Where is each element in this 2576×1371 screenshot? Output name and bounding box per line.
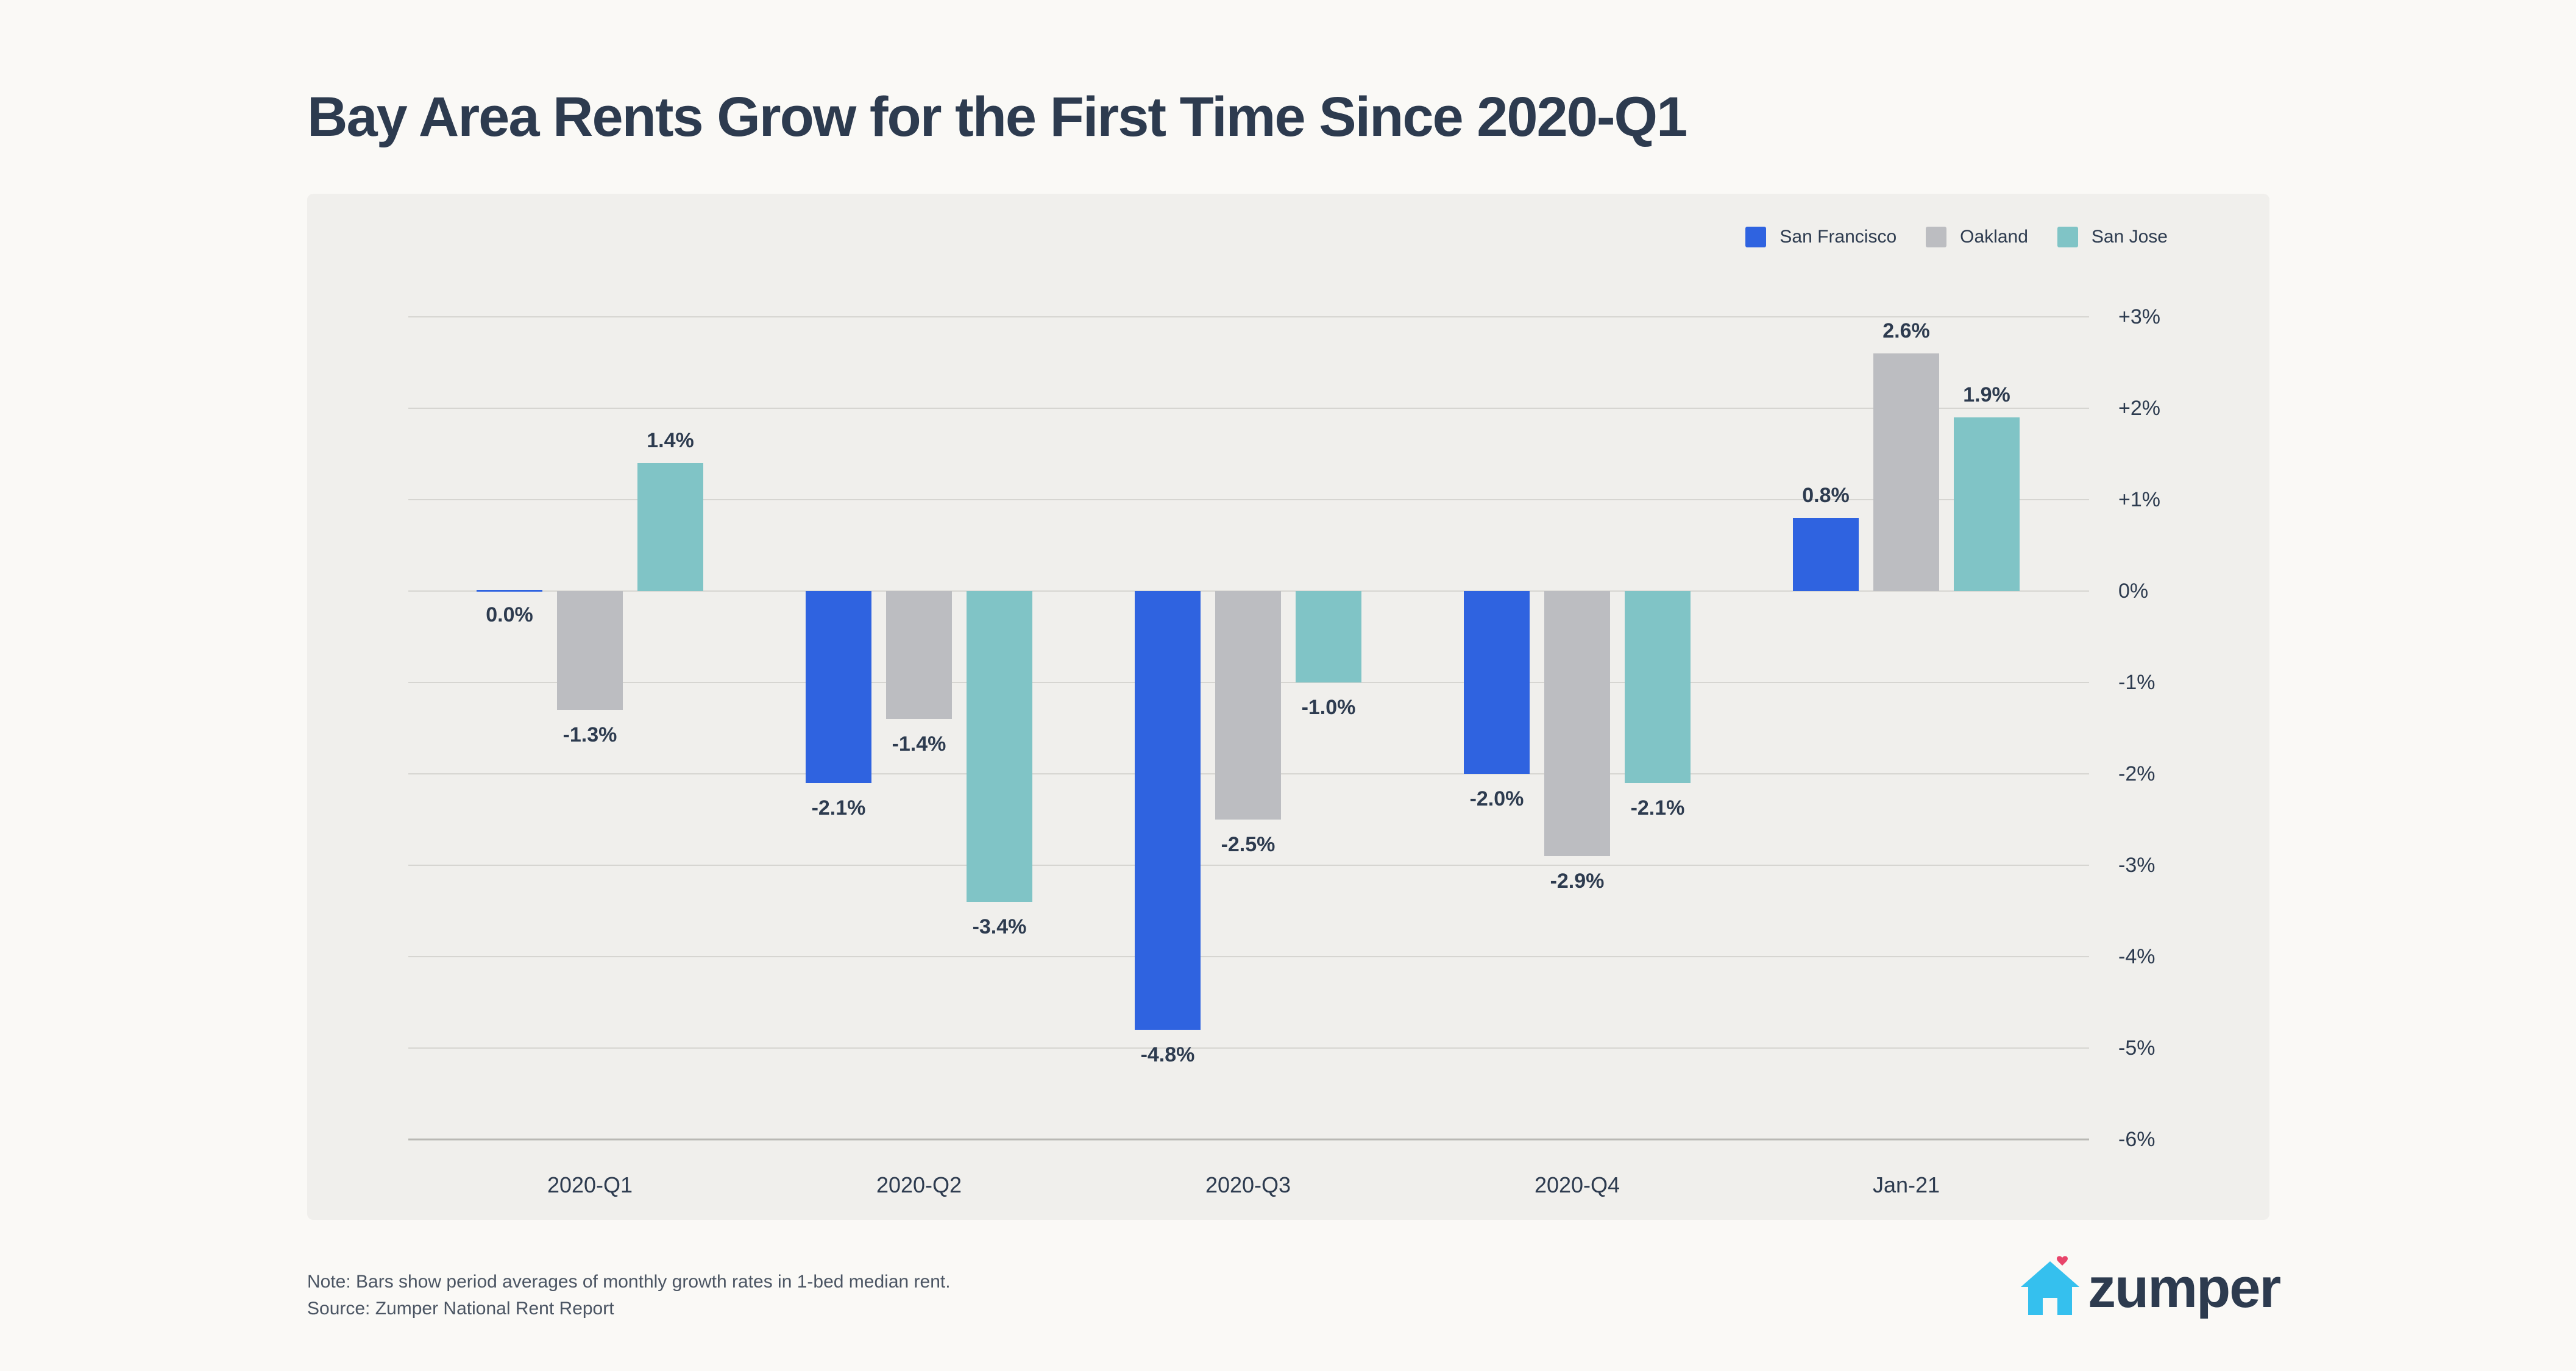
legend-label-oakland: Oakland — [1960, 227, 2028, 247]
bar-san-jose — [967, 591, 1032, 902]
note-text: Note: Bars show period averages of month… — [307, 1272, 951, 1292]
legend-label-san-jose: San Jose — [2091, 227, 2168, 247]
legend-item-san-francisco: San Francisco — [1745, 227, 1897, 247]
data-label: -1.0% — [1302, 696, 1356, 719]
y-tick-label: +3% — [2118, 305, 2160, 328]
bar-san-francisco — [477, 590, 542, 592]
bar-san-jose — [1954, 417, 2020, 591]
house-icon — [2021, 1256, 2079, 1315]
x-tick-label: Jan-21 — [1873, 1172, 1940, 1197]
logo-text: zumper — [2088, 1257, 2281, 1319]
bar-oakland — [1544, 591, 1610, 856]
chart-panel — [307, 194, 2269, 1220]
data-label: -2.5% — [1221, 833, 1276, 856]
y-tick-label: -3% — [2118, 854, 2155, 877]
zumper-logo: zumper — [2018, 1255, 2281, 1319]
x-tick-label: 2020-Q1 — [547, 1172, 633, 1197]
data-label: 1.9% — [1963, 383, 2010, 406]
bar-oakland — [886, 591, 952, 719]
data-label: -2.1% — [1631, 796, 1685, 820]
data-label: 0.0% — [486, 603, 533, 626]
bar-san-francisco — [1464, 591, 1530, 774]
y-tick-label: 0% — [2118, 579, 2148, 603]
x-tick-label: 2020-Q3 — [1205, 1172, 1291, 1197]
bar-oakland — [1215, 591, 1281, 820]
data-label: 2.6% — [1882, 319, 1930, 342]
legend-label-san-francisco: San Francisco — [1779, 227, 1897, 247]
y-tick-label: -2% — [2118, 762, 2155, 785]
bar-san-francisco — [1793, 518, 1859, 591]
y-tick-label: +1% — [2118, 488, 2160, 511]
data-label: -4.8% — [1141, 1043, 1195, 1066]
x-tick-label: 2020-Q2 — [876, 1172, 962, 1197]
data-label: -3.4% — [973, 915, 1027, 938]
legend-swatch-san-francisco — [1745, 227, 1767, 247]
data-label: 1.4% — [647, 429, 694, 452]
bar-san-francisco — [806, 591, 871, 783]
data-label: 0.8% — [1802, 484, 1850, 507]
data-label: -2.9% — [1550, 870, 1605, 893]
source-text: Source: Zumper National Rent Report — [307, 1298, 614, 1319]
y-tick-label: -6% — [2118, 1128, 2155, 1151]
legend-item-san-jose: San Jose — [2057, 227, 2168, 247]
data-label: -1.4% — [892, 732, 946, 756]
bar-oakland — [557, 591, 623, 710]
legend-swatch-oakland — [1926, 227, 1947, 247]
legend-swatch-san-jose — [2057, 227, 2078, 247]
y-tick-label: +2% — [2118, 397, 2160, 420]
y-tick-label: -5% — [2118, 1036, 2155, 1060]
legend: San Francisco Oakland San Jose — [1745, 227, 2168, 247]
bar-oakland — [1873, 353, 1939, 591]
data-label: -1.3% — [563, 723, 617, 746]
y-tick-label: -1% — [2118, 671, 2155, 694]
footnote: Note: Bars show period averages of month… — [307, 1269, 951, 1322]
bar-san-jose — [637, 463, 703, 591]
x-tick-label: 2020-Q4 — [1535, 1172, 1620, 1197]
data-label: -2.1% — [812, 796, 866, 820]
y-tick-label: -4% — [2118, 945, 2155, 968]
legend-item-oakland: Oakland — [1926, 227, 2028, 247]
chart-title: Bay Area Rents Grow for the First Time S… — [307, 86, 1687, 148]
bar-san-jose — [1296, 591, 1361, 682]
bar-san-jose — [1625, 591, 1691, 783]
data-label: -2.0% — [1470, 787, 1524, 810]
bar-san-francisco — [1135, 591, 1201, 1030]
